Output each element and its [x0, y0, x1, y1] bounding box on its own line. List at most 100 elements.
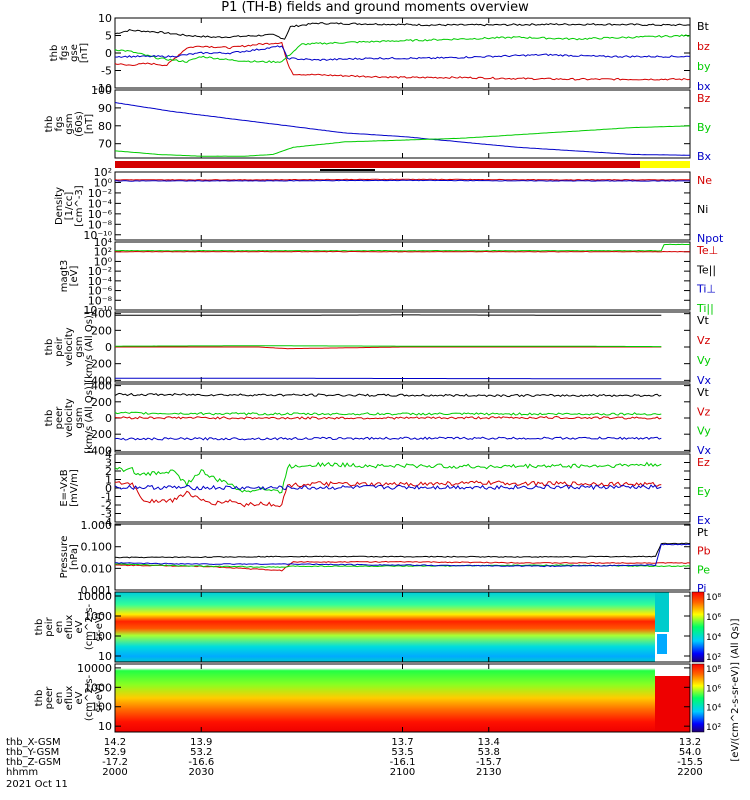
- legend-ti: Ti⊥: [696, 283, 716, 296]
- legend-bz: bz: [697, 40, 710, 53]
- x-axis-value: 2200: [677, 767, 702, 778]
- y-tick-label: 0: [105, 47, 112, 60]
- legend-pb: Pb: [697, 545, 711, 558]
- spectrogram-2: [115, 664, 655, 732]
- y-tick-label: 400: [91, 308, 112, 321]
- y-axis-label: thb: [44, 116, 55, 133]
- y-axis-label: eV: [74, 691, 85, 704]
- x-axis-value: 53.8: [478, 747, 500, 758]
- mode-bar-yellow: [640, 161, 690, 168]
- y-tick-label: 3: [105, 457, 112, 470]
- x-axis-row-label: thb_Y-GSM: [6, 747, 59, 758]
- series-bx: [114, 45, 691, 62]
- y-axis-label: (60s): [74, 111, 85, 137]
- y-axis-label: [km/s (All Qs)]: [84, 382, 95, 454]
- legend-bx: bx: [697, 80, 711, 93]
- y-tick-label: 400: [91, 380, 112, 393]
- legend-vt: Vt: [697, 386, 710, 399]
- y-tick-label: -3: [101, 508, 112, 521]
- series-bx: [114, 102, 690, 156]
- y-tick-label: 100: [91, 701, 112, 714]
- y-tick-label: 1000: [84, 610, 112, 623]
- series-bt: [114, 22, 691, 40]
- series-pi: [115, 543, 691, 568]
- y-tick-label: 1: [105, 474, 112, 487]
- x-axis-date: 2021 Oct 11: [6, 779, 68, 790]
- spectrogram-1: [115, 592, 655, 662]
- x-axis-value: -16.1: [390, 757, 416, 768]
- x-axis-value: 14.2: [104, 737, 126, 748]
- panel-frame-2: [114, 89, 691, 159]
- series-vy: [115, 345, 662, 348]
- page-title: P1 (TH-B) fields and ground moments over…: [221, 0, 529, 15]
- y-tick-label: 10⁻⁴: [88, 197, 113, 210]
- legend-ez: Ez: [697, 456, 710, 469]
- y-tick-label: 0: [105, 341, 112, 354]
- y-tick-label: 4: [105, 448, 112, 461]
- y-tick-label: -400: [87, 444, 112, 457]
- y-tick-label: 10⁻⁸: [88, 218, 113, 231]
- y-tick-label: 5: [105, 30, 112, 43]
- series-ti: [114, 243, 691, 252]
- legend-ey: Ey: [697, 485, 711, 498]
- legend-bz: Bz: [697, 92, 711, 105]
- y-tick-label: -10: [94, 82, 112, 95]
- series-vt: [114, 392, 662, 398]
- x-axis-value: 13.4: [478, 737, 500, 748]
- y-axis-label: thb: [34, 619, 45, 636]
- legend-te: Te||: [696, 263, 716, 276]
- y-tick-label: 100: [91, 630, 112, 643]
- y-tick-label: -400: [87, 374, 112, 387]
- series-te: [114, 250, 691, 253]
- legend-pi: Pi: [697, 582, 706, 595]
- y-axis-label: [1/cc]: [64, 192, 75, 221]
- series-ex: [114, 484, 662, 491]
- legend-vz: Vz: [697, 334, 711, 347]
- y-axis-label: Pressure: [59, 536, 70, 579]
- y-tick-label: 0.100: [81, 541, 113, 554]
- y-axis-label: eflux: [64, 686, 75, 711]
- y-tick-label: 80: [98, 120, 112, 133]
- y-tick-label: 100: [91, 84, 112, 97]
- x-axis-value: -16.6: [188, 757, 214, 768]
- y-axis-label: [nT]: [79, 43, 90, 63]
- y-tick-label: 200: [91, 396, 112, 409]
- y-tick-label: 0: [105, 412, 112, 425]
- y-tick-label: -4: [101, 516, 112, 529]
- series-vz: [115, 346, 662, 350]
- y-axis-label: [cm^-3]: [74, 185, 85, 226]
- legend-by: by: [697, 60, 711, 73]
- colorbar-tick-label: 10²: [706, 723, 721, 733]
- y-tick-label: 10²: [94, 246, 112, 259]
- y-axis-label: eflux: [64, 615, 75, 640]
- y-axis-label: fgs: [54, 116, 65, 131]
- y-tick-label: 2: [105, 465, 112, 478]
- y-tick-label: -5: [101, 65, 112, 78]
- legend-bx: Bx: [697, 150, 712, 163]
- y-tick-label: 10⁻¹⁰: [83, 304, 112, 317]
- mode-bar-red: [115, 161, 640, 168]
- series-vz: [114, 415, 662, 420]
- x-axis-value: 2030: [189, 767, 214, 778]
- legend-npot: Npot: [697, 232, 724, 245]
- x-axis-value: 53.2: [190, 747, 212, 758]
- series-vx: [114, 436, 662, 441]
- y-axis-label: gse: [69, 44, 80, 62]
- y-axis-label: peer: [44, 686, 55, 710]
- colorbar-2: [691, 663, 705, 733]
- colorbar-tick-label: 10⁶: [706, 613, 721, 623]
- legend-ne: Ne: [697, 174, 712, 187]
- y-tick-label: 10²: [94, 166, 112, 179]
- series-ey: [114, 461, 662, 494]
- spectrogram-tail-white: [655, 664, 690, 676]
- x-axis-row-label: thb_X-GSM: [6, 737, 61, 748]
- y-axis-label: gsm: [74, 407, 85, 428]
- colorbar-tick-label: 10⁴: [706, 704, 721, 714]
- y-tick-label: 70: [98, 138, 112, 151]
- y-axis-label: [eV]: [69, 266, 80, 287]
- legend-pt: Pt: [697, 526, 709, 539]
- y-axis-label: thb: [44, 339, 55, 356]
- series-npot: [115, 179, 690, 182]
- panel-frame-7: [114, 453, 691, 523]
